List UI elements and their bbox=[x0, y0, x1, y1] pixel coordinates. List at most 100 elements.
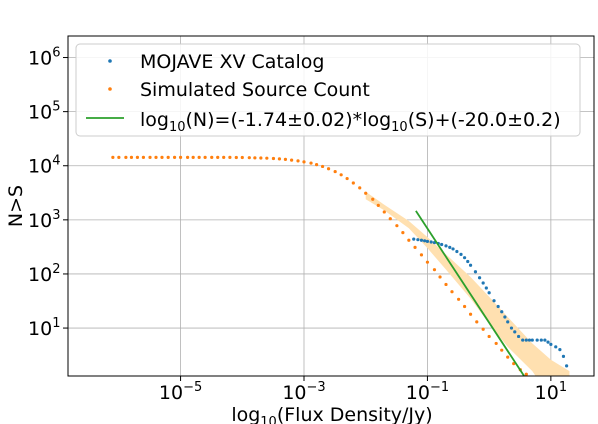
mojave-point-23 bbox=[496, 304, 500, 309]
mojave-point-35 bbox=[539, 338, 543, 342]
simulated-point-46 bbox=[395, 224, 399, 228]
simulated-point-8 bbox=[160, 155, 164, 159]
simulated-point-68 bbox=[531, 376, 534, 379]
simulated-point-42 bbox=[371, 197, 375, 201]
fit-line-group bbox=[415, 210, 526, 376]
simulated-point-35 bbox=[326, 167, 331, 171]
simulated-point-30 bbox=[296, 159, 300, 163]
simulated-point-27 bbox=[277, 157, 282, 161]
simulated-point-33 bbox=[314, 162, 319, 167]
mojave-point-41 bbox=[561, 354, 566, 358]
band-area bbox=[365, 191, 570, 376]
mojave-point-16 bbox=[468, 263, 473, 267]
mojave-point-29 bbox=[516, 334, 521, 339]
fit-line bbox=[415, 210, 526, 376]
simulated-point-40 bbox=[358, 186, 362, 190]
x-tick-label-3: 101 bbox=[535, 380, 567, 404]
simulated-point-37 bbox=[339, 173, 343, 177]
simulated-point-45 bbox=[388, 217, 392, 221]
mojave-point-4 bbox=[425, 239, 430, 243]
x-tick-label-0: 10−5 bbox=[159, 380, 202, 404]
mojave-point-24 bbox=[500, 310, 504, 314]
mojave-point-22 bbox=[492, 299, 496, 303]
simulated-point-67 bbox=[524, 372, 528, 376]
simulated-point-52 bbox=[432, 268, 437, 272]
x-tick-label-1: 10−3 bbox=[282, 380, 325, 404]
mojave-point-40 bbox=[558, 347, 562, 352]
simulated-point-24 bbox=[259, 156, 263, 160]
y-tick-label-0: 101 bbox=[28, 316, 60, 340]
simulated-point-29 bbox=[290, 158, 294, 162]
y-tick-label-4: 105 bbox=[28, 100, 60, 124]
mojave-point-30 bbox=[521, 338, 525, 342]
mojave-point-28 bbox=[513, 330, 517, 334]
simulated-point-44 bbox=[382, 210, 386, 214]
legend-marker-mojave bbox=[108, 59, 112, 63]
simulated-point-41 bbox=[364, 191, 368, 195]
simulated-point-39 bbox=[351, 181, 355, 185]
simulated-point-51 bbox=[425, 260, 430, 264]
simulated-point-32 bbox=[309, 161, 313, 165]
simulated-point-15 bbox=[203, 155, 207, 159]
mojave-point-15 bbox=[466, 259, 470, 264]
y-tick-label-1: 102 bbox=[28, 262, 60, 286]
simulated-point-59 bbox=[475, 320, 479, 324]
simulated-point-38 bbox=[345, 176, 349, 181]
y-tick-label-3: 104 bbox=[28, 154, 60, 178]
simulated-point-58 bbox=[468, 312, 473, 316]
simulated-point-0 bbox=[111, 155, 115, 159]
simulated-point-2 bbox=[124, 155, 128, 159]
simulated-point-36 bbox=[333, 169, 337, 174]
mojave-point-34 bbox=[535, 338, 539, 342]
mojave-point-14 bbox=[462, 256, 467, 260]
simulated-point-22 bbox=[247, 156, 251, 160]
simulated-point-4 bbox=[135, 155, 140, 159]
mojave-point-25 bbox=[503, 315, 507, 319]
mojave-point-5 bbox=[429, 240, 433, 244]
y-tick-label-2: 103 bbox=[28, 208, 60, 232]
simulated-point-11 bbox=[178, 155, 183, 159]
simulated-point-28 bbox=[283, 157, 288, 161]
mojave-point-9 bbox=[444, 244, 448, 248]
mojave-point-33 bbox=[530, 338, 534, 342]
simulated-point-6 bbox=[148, 155, 152, 159]
simulated-point-1 bbox=[117, 155, 121, 159]
simulated-point-9 bbox=[166, 155, 170, 159]
simulated-point-10 bbox=[172, 155, 177, 159]
mojave-point-1 bbox=[416, 238, 420, 242]
mojave-point-11 bbox=[451, 247, 455, 251]
simulated-point-50 bbox=[419, 253, 424, 257]
simulated-point-7 bbox=[154, 155, 158, 159]
mojave-point-17 bbox=[473, 270, 478, 274]
simulated-point-23 bbox=[253, 156, 257, 160]
simulated-point-19 bbox=[228, 155, 232, 159]
mojave-point-31 bbox=[524, 338, 528, 342]
legend-marker-simulated bbox=[108, 87, 112, 91]
simulated-point-14 bbox=[197, 155, 201, 159]
legend-label-mojave: MOJAVE XV Catalog bbox=[140, 51, 324, 73]
simulated-point-48 bbox=[407, 238, 411, 242]
mojave-point-8 bbox=[440, 242, 444, 247]
simulated-point-34 bbox=[320, 164, 325, 169]
simulated-point-3 bbox=[129, 155, 134, 159]
plot-frame bbox=[67, 35, 595, 377]
x-tick-label-2: 10−1 bbox=[406, 380, 449, 404]
simulated-point-57 bbox=[462, 304, 467, 309]
mojave-point-42 bbox=[565, 364, 569, 368]
legend-frame bbox=[75, 43, 581, 137]
mojave-point-0 bbox=[412, 237, 416, 241]
simulated-point-26 bbox=[271, 156, 276, 161]
simulated-point-20 bbox=[234, 155, 238, 160]
simulated-point-16 bbox=[210, 155, 214, 159]
mojave-point-10 bbox=[448, 245, 452, 249]
x-axis-ticks: 10−5 10−3 10−1 101 bbox=[159, 376, 567, 404]
y-axis-ticks: 101 102 103 104 105 106 bbox=[28, 46, 68, 340]
mojave-point-27 bbox=[509, 326, 514, 330]
simulated-point-43 bbox=[376, 203, 380, 207]
y-tick-label-5: 106 bbox=[28, 46, 60, 70]
mojave-point-38 bbox=[549, 342, 553, 346]
simulated-series bbox=[111, 155, 534, 379]
simulated-point-63 bbox=[500, 348, 504, 352]
simulated-point-64 bbox=[506, 355, 510, 359]
